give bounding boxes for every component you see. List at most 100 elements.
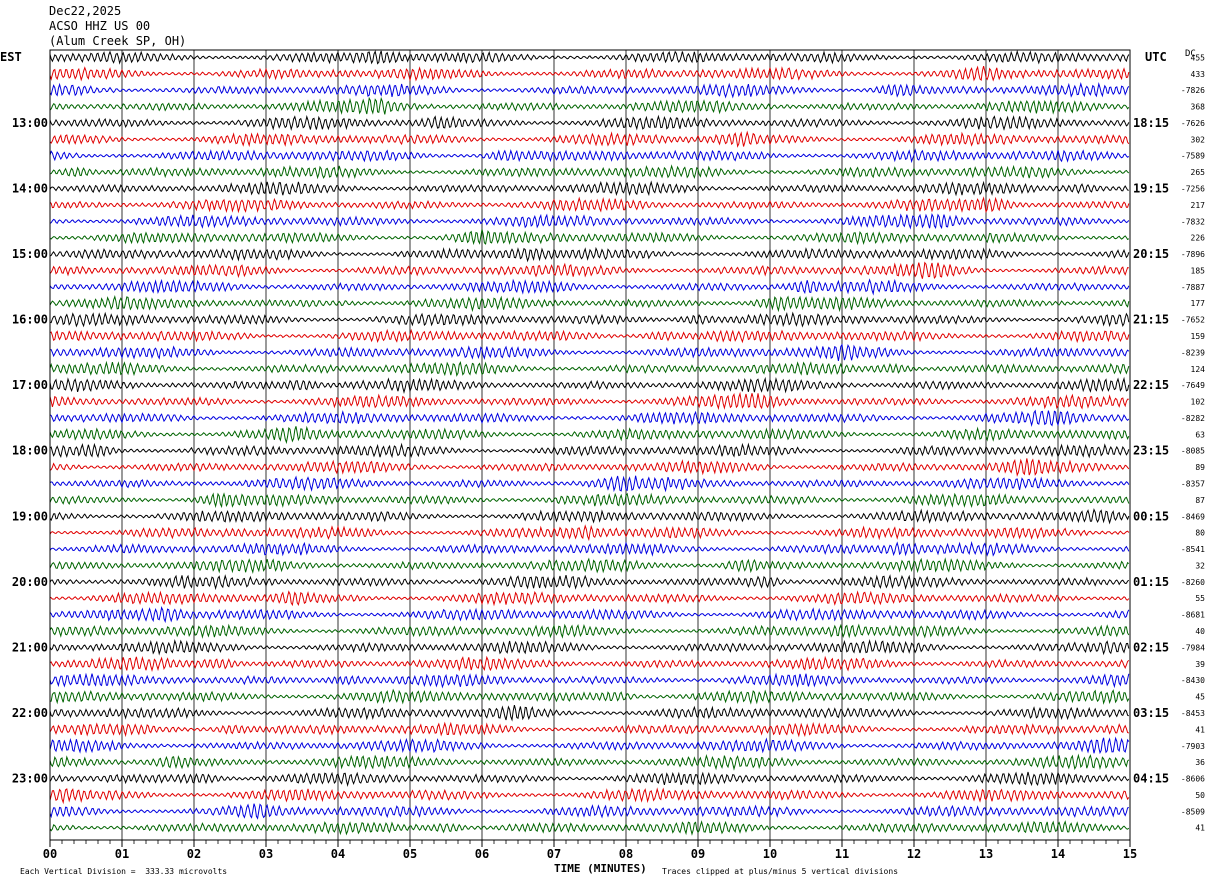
utc-hour-label: 20:15 bbox=[1133, 247, 1169, 261]
utc-hour-label: 23:15 bbox=[1133, 444, 1169, 458]
dc-offset-label: 41 bbox=[1195, 725, 1205, 734]
plot-frame bbox=[49, 49, 1131, 841]
x-tick-label: 08 bbox=[619, 847, 633, 861]
x-tick-label: 00 bbox=[43, 847, 57, 861]
trace-line bbox=[49, 81, 1130, 99]
dc-offset-label: -8357 bbox=[1181, 480, 1205, 489]
x-tick-label: 07 bbox=[547, 847, 561, 861]
utc-hour-label: 18:15 bbox=[1133, 116, 1169, 130]
dc-offset-label: -8282 bbox=[1181, 414, 1205, 423]
header-station: ACSO HHZ US 00 bbox=[49, 19, 151, 33]
dc-offset-label: 50 bbox=[1195, 791, 1205, 800]
dc-offset-label: 80 bbox=[1195, 529, 1205, 538]
dc-offset-label: 159 bbox=[1191, 332, 1206, 341]
dc-offset-label: -8239 bbox=[1181, 348, 1205, 357]
dc-offset-label: 45 bbox=[1195, 693, 1205, 702]
trace-line bbox=[49, 409, 1130, 428]
trace-line bbox=[49, 605, 1130, 624]
right-timezone-label: UTC bbox=[1145, 50, 1167, 64]
trace-line bbox=[49, 278, 1130, 296]
trace-line bbox=[49, 458, 1130, 477]
trace-line bbox=[49, 212, 1130, 230]
dc-offset-label: -7589 bbox=[1181, 152, 1205, 161]
est-hour-label: 21:00 bbox=[12, 640, 48, 654]
trace-line bbox=[49, 311, 1130, 328]
utc-hour-label: 21:15 bbox=[1133, 313, 1169, 327]
dc-offset-label: 32 bbox=[1195, 561, 1205, 570]
dc-offset-label: -8430 bbox=[1181, 676, 1205, 685]
trace-line bbox=[49, 590, 1130, 607]
dc-offset-label: -7826 bbox=[1181, 86, 1205, 95]
est-hour-label: 16:00 bbox=[12, 313, 48, 327]
utc-hour-label: 22:15 bbox=[1133, 378, 1169, 392]
trace-line bbox=[49, 688, 1130, 705]
dc-offset-label: -8681 bbox=[1181, 611, 1205, 620]
left-timezone-label: EST bbox=[0, 50, 22, 64]
trace-line bbox=[49, 655, 1130, 672]
est-hour-label: 19:00 bbox=[12, 509, 48, 523]
dc-offset-label: -8453 bbox=[1181, 709, 1205, 718]
dc-offset-label: 217 bbox=[1191, 201, 1206, 210]
dc-offset-label: 185 bbox=[1191, 266, 1206, 275]
trace-line bbox=[49, 376, 1130, 395]
dc-offset-label: -8085 bbox=[1181, 447, 1205, 456]
dc-offset-label: 124 bbox=[1191, 365, 1206, 374]
trace-line bbox=[49, 638, 1130, 656]
x-tick-label: 03 bbox=[259, 847, 273, 861]
dc-offset-label: 433 bbox=[1191, 70, 1206, 79]
header-location: (Alum Creek SP, OH) bbox=[49, 34, 187, 48]
axis-labels: 00 01 02 03 04 05 06 07 08 09 10 11 12 13 14 15 455 433 -7… bbox=[12, 53, 1205, 861]
utc-hour-label: 01:15 bbox=[1133, 575, 1169, 589]
trace-line bbox=[49, 736, 1130, 755]
trace-line bbox=[49, 130, 1130, 148]
dc-offset-label: 41 bbox=[1195, 824, 1205, 833]
utc-hour-label: 03:15 bbox=[1133, 706, 1169, 720]
trace-line bbox=[49, 475, 1130, 493]
dc-offset-label: 368 bbox=[1191, 103, 1206, 112]
x-tick-label: 05 bbox=[403, 847, 417, 861]
dc-column-label: DC bbox=[1185, 49, 1196, 59]
x-tick-label: 13 bbox=[979, 847, 993, 861]
trace-line bbox=[49, 540, 1130, 557]
dc-offset-label: -7649 bbox=[1181, 381, 1205, 390]
dc-offset-label: -7626 bbox=[1181, 119, 1205, 128]
x-axis-title: TIME (MINUTES) bbox=[554, 862, 647, 875]
est-hour-label: 23:00 bbox=[12, 772, 48, 786]
trace-line bbox=[49, 114, 1130, 132]
x-tick-label: 10 bbox=[763, 847, 777, 861]
dc-offset-label: -8606 bbox=[1181, 775, 1205, 784]
x-tick-label: 01 bbox=[115, 847, 129, 861]
trace-line bbox=[49, 294, 1130, 313]
trace-line bbox=[49, 343, 1130, 361]
trace-line bbox=[49, 623, 1130, 639]
trace-line bbox=[49, 803, 1129, 820]
dc-offset-label: -8509 bbox=[1181, 807, 1205, 816]
x-tick-label: 02 bbox=[187, 847, 201, 861]
dc-offset-label: -7652 bbox=[1181, 316, 1205, 325]
dc-offset-label: 455 bbox=[1191, 53, 1206, 62]
trace-line bbox=[49, 425, 1130, 445]
dc-offset-label: -7896 bbox=[1181, 250, 1205, 259]
dc-offset-label: 63 bbox=[1195, 430, 1205, 439]
dc-offset-label: 89 bbox=[1195, 463, 1205, 472]
trace-line bbox=[49, 508, 1130, 525]
dc-offset-label: -7903 bbox=[1181, 742, 1205, 751]
x-tick-label: 11 bbox=[835, 847, 849, 861]
est-hour-label: 18:00 bbox=[12, 444, 48, 458]
trace-line bbox=[49, 229, 1130, 246]
utc-hour-label: 00:15 bbox=[1133, 509, 1169, 523]
header-date: Dec22,2025 bbox=[49, 4, 122, 18]
est-hour-label: 14:00 bbox=[12, 181, 48, 195]
x-tick-label: 12 bbox=[907, 847, 921, 861]
dc-offset-label: -8541 bbox=[1181, 545, 1205, 554]
dc-offset-label: 302 bbox=[1191, 135, 1206, 144]
trace-line bbox=[49, 180, 1129, 197]
trace-line bbox=[49, 442, 1130, 459]
trace-line bbox=[49, 753, 1130, 771]
dc-offset-label: -8469 bbox=[1181, 512, 1205, 521]
dc-offset-label: -8260 bbox=[1181, 578, 1205, 587]
dc-offset-label: 265 bbox=[1191, 168, 1206, 177]
est-hour-label: 15:00 bbox=[12, 247, 48, 261]
minute-gridlines bbox=[49, 50, 1131, 847]
trace-line bbox=[49, 574, 1130, 591]
